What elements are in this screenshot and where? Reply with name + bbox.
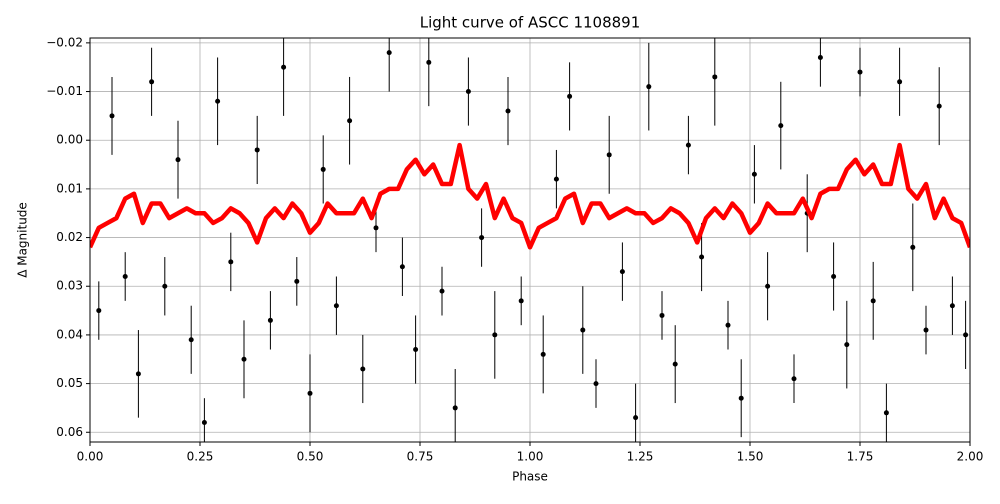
y-tick-label: 0.01 [56,181,83,195]
data-point [439,288,445,294]
y-tick-label: 0.03 [56,279,83,293]
x-tick-label: 2.00 [957,450,984,464]
data-point [553,176,559,182]
y-tick-label: −0.02 [46,35,83,49]
data-point [659,312,665,318]
data-point [751,171,757,177]
data-point [831,274,837,280]
data-point [215,98,221,104]
data-point [817,54,823,60]
data-point [149,79,155,85]
data-point [738,395,744,401]
data-point [619,269,625,275]
data-point [897,79,903,85]
data-point [580,327,586,333]
x-tick-label: 0.50 [297,450,324,464]
grid [89,38,971,442]
y-tick-label: 0.04 [56,327,83,341]
x-tick-label: 1.25 [627,450,654,464]
data-point [492,332,498,338]
data-point [373,225,379,231]
data-point [910,244,916,250]
data-point [923,327,929,333]
data-point [228,259,234,265]
data-point [518,298,524,304]
data-point [844,342,850,348]
data-point [883,410,889,416]
data-point [963,332,969,338]
data-point [413,347,419,353]
data-point [540,351,546,357]
x-tick-label: 1.75 [847,450,874,464]
data-point [347,118,353,124]
data-point [188,337,194,343]
plot-area [90,38,970,442]
data-point [122,274,128,280]
data-point [791,376,797,382]
data-point [281,64,287,70]
data-point [949,303,955,309]
data-point [452,405,458,411]
y-tick-label: 0.06 [56,425,83,439]
x-tick-label: 0.75 [407,450,434,464]
data-point [699,254,705,260]
x-tick-label: 1.50 [737,450,764,464]
data-point [593,381,599,387]
data-point [307,390,313,396]
data-point [465,89,471,95]
x-axis-label: Phase [512,470,548,484]
data-point [685,142,691,148]
data-point [175,157,181,163]
data-point [765,283,771,289]
data-point [778,123,784,129]
y-axis-label: Δ Magnitude [16,202,30,278]
data-point [109,113,115,119]
data-point [725,322,731,328]
x-tick-label: 1.00 [517,450,544,464]
y-tick-label: 0.05 [56,376,83,390]
data-point [254,147,260,153]
smoothed-curve [90,142,970,250]
data-point [857,69,863,75]
data-point [333,303,339,309]
data-point [399,264,405,270]
data-point [505,108,511,114]
data-point [294,278,300,284]
x-tick-label: 0.00 [77,450,104,464]
data-point [870,298,876,304]
data-point [426,59,432,65]
y-tick-label: −0.01 [46,84,83,98]
data-point [936,103,942,109]
x-tick-label: 0.25 [187,450,214,464]
data-point [712,74,718,80]
data-point [201,420,207,426]
data-point [96,308,102,314]
data-point [567,93,573,99]
y-tick-label: 0.02 [56,230,83,244]
chart-title: Light curve of ASCC 1108891 [420,14,641,32]
data-point [479,235,485,241]
y-tick-label: 0.00 [56,133,83,147]
ticks: 0.00 0.25 0.50 0.75 1.00 1.25 1.50 1.75 2.00 −0.0… [46,35,983,463]
data-point [360,366,366,372]
data-point [241,356,247,362]
data-point [386,50,392,56]
data-point [267,317,273,323]
data-point [320,166,326,172]
data-point [606,152,612,158]
data-point [633,415,639,421]
data-point [162,283,168,289]
data-point [646,84,652,90]
data-point [672,361,678,367]
data-point [135,371,141,377]
